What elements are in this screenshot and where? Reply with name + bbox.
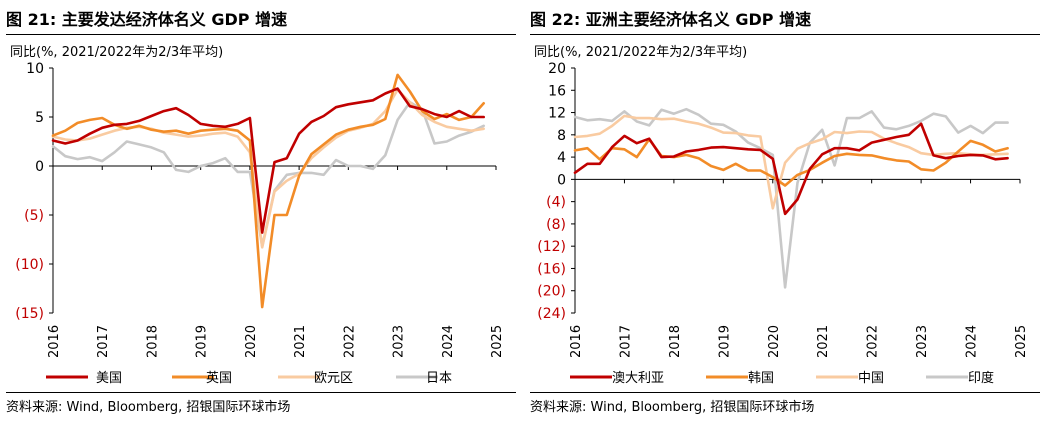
left-x-tick-label: 2024	[441, 325, 456, 358]
right-y-tick-label: (8)	[546, 217, 566, 233]
right-x-tick-label: 2018	[668, 325, 683, 358]
left-legend-label: 欧元区	[314, 371, 353, 386]
right-legend-label: 中国	[858, 371, 884, 386]
left-series-line-1	[51, 87, 485, 234]
left-x-tick-label: 2021	[293, 325, 308, 358]
right-x-tick-label: 2025	[1014, 325, 1029, 358]
right-x-tick-label: 2024	[965, 325, 980, 358]
left-x-tick-label: 2025	[490, 325, 505, 358]
left-x-tick-label: 2022	[342, 325, 357, 358]
left-source-rule	[6, 392, 516, 393]
left-x-tick-label: 2023	[392, 325, 407, 358]
right-x-tick-label: 2023	[915, 325, 930, 358]
left-series-line-3	[51, 88, 485, 249]
right-chart-panel: 图 22: 亚洲主要经济体名义 GDP 增速 同比(%, 2021/2022年为…	[530, 0, 1040, 422]
right-series-line-4	[573, 107, 1009, 289]
right-series-line-2	[573, 138, 1009, 187]
left-x-tick-label: 2018	[145, 325, 160, 358]
right-x-tick-label: 2021	[816, 325, 831, 358]
left-x-tick-label: 2017	[96, 325, 111, 358]
right-title-rule	[530, 34, 1040, 35]
right-source-rule	[530, 392, 1040, 393]
right-y-tick-label: 12	[548, 106, 566, 122]
right-y-tick-label: 4	[557, 150, 566, 166]
right-y-tick-label: 16	[548, 83, 566, 99]
left-y-tick-label: 5	[35, 110, 44, 126]
right-series-line-1	[573, 122, 1009, 216]
left-x-tick-label: 2020	[244, 325, 259, 358]
left-y-tick-label: (10)	[15, 257, 44, 273]
left-source-note: 资料来源: Wind, Bloomberg, 招银国际环球市场	[6, 400, 291, 415]
left-unit-label: 同比(%, 2021/2022年为2/3年平均)	[10, 45, 224, 60]
left-legend-label: 日本	[426, 371, 452, 386]
right-x-tick-label: 2016	[569, 325, 584, 358]
left-y-tick-label: 0	[35, 159, 44, 175]
right-chart-title: 图 22: 亚洲主要经济体名义 GDP 增速	[530, 10, 812, 29]
right-legend-label: 印度	[968, 370, 994, 386]
left-title-rule	[6, 34, 516, 35]
left-series-line-2	[51, 73, 485, 309]
right-y-tick-label: (4)	[546, 195, 566, 211]
right-y-tick-label: 0	[557, 172, 566, 188]
left-legend-label: 美国	[96, 371, 122, 386]
right-y-tick-label: (24)	[537, 306, 566, 322]
right-source-note: 资料来源: Wind, Bloomberg, 招银国际环球市场	[530, 400, 815, 415]
left-chart-panel: 图 21: 主要发达经济体名义 GDP 增速 同比(%, 2021/2022年为…	[6, 0, 516, 422]
right-unit-label: 同比(%, 2021/2022年为2/3年平均)	[534, 45, 748, 60]
left-x-tick-label: 2019	[195, 325, 210, 358]
right-legend-label: 澳大利亚	[612, 370, 664, 386]
right-y-tick-label: 20	[548, 61, 566, 77]
right-series-line-3	[573, 114, 1009, 210]
right-y-tick-label: (16)	[537, 261, 566, 277]
right-x-tick-label: 2017	[618, 325, 633, 358]
left-legend-label: 英国	[206, 371, 232, 386]
right-y-tick-label: 8	[557, 128, 566, 144]
left-chart-title: 图 21: 主要发达经济体名义 GDP 增速	[6, 10, 288, 29]
right-y-tick-label: (20)	[537, 284, 566, 300]
left-x-tick-label: 2016	[47, 325, 62, 358]
right-x-tick-label: 2020	[767, 325, 782, 358]
left-line-chart: 10 5 0 (5) (10) (15)2016 2017 2018 2019 2020 2021 2…	[15, 61, 505, 386]
left-y-tick-label: (15)	[15, 306, 44, 322]
right-legend-label: 韩国	[748, 371, 774, 386]
right-x-tick-label: 2019	[717, 325, 732, 358]
right-y-tick-label: (12)	[537, 239, 566, 255]
right-x-tick-label: 2022	[866, 325, 881, 358]
left-y-tick-label: (5)	[24, 208, 44, 224]
left-y-tick-label: 10	[26, 61, 44, 77]
